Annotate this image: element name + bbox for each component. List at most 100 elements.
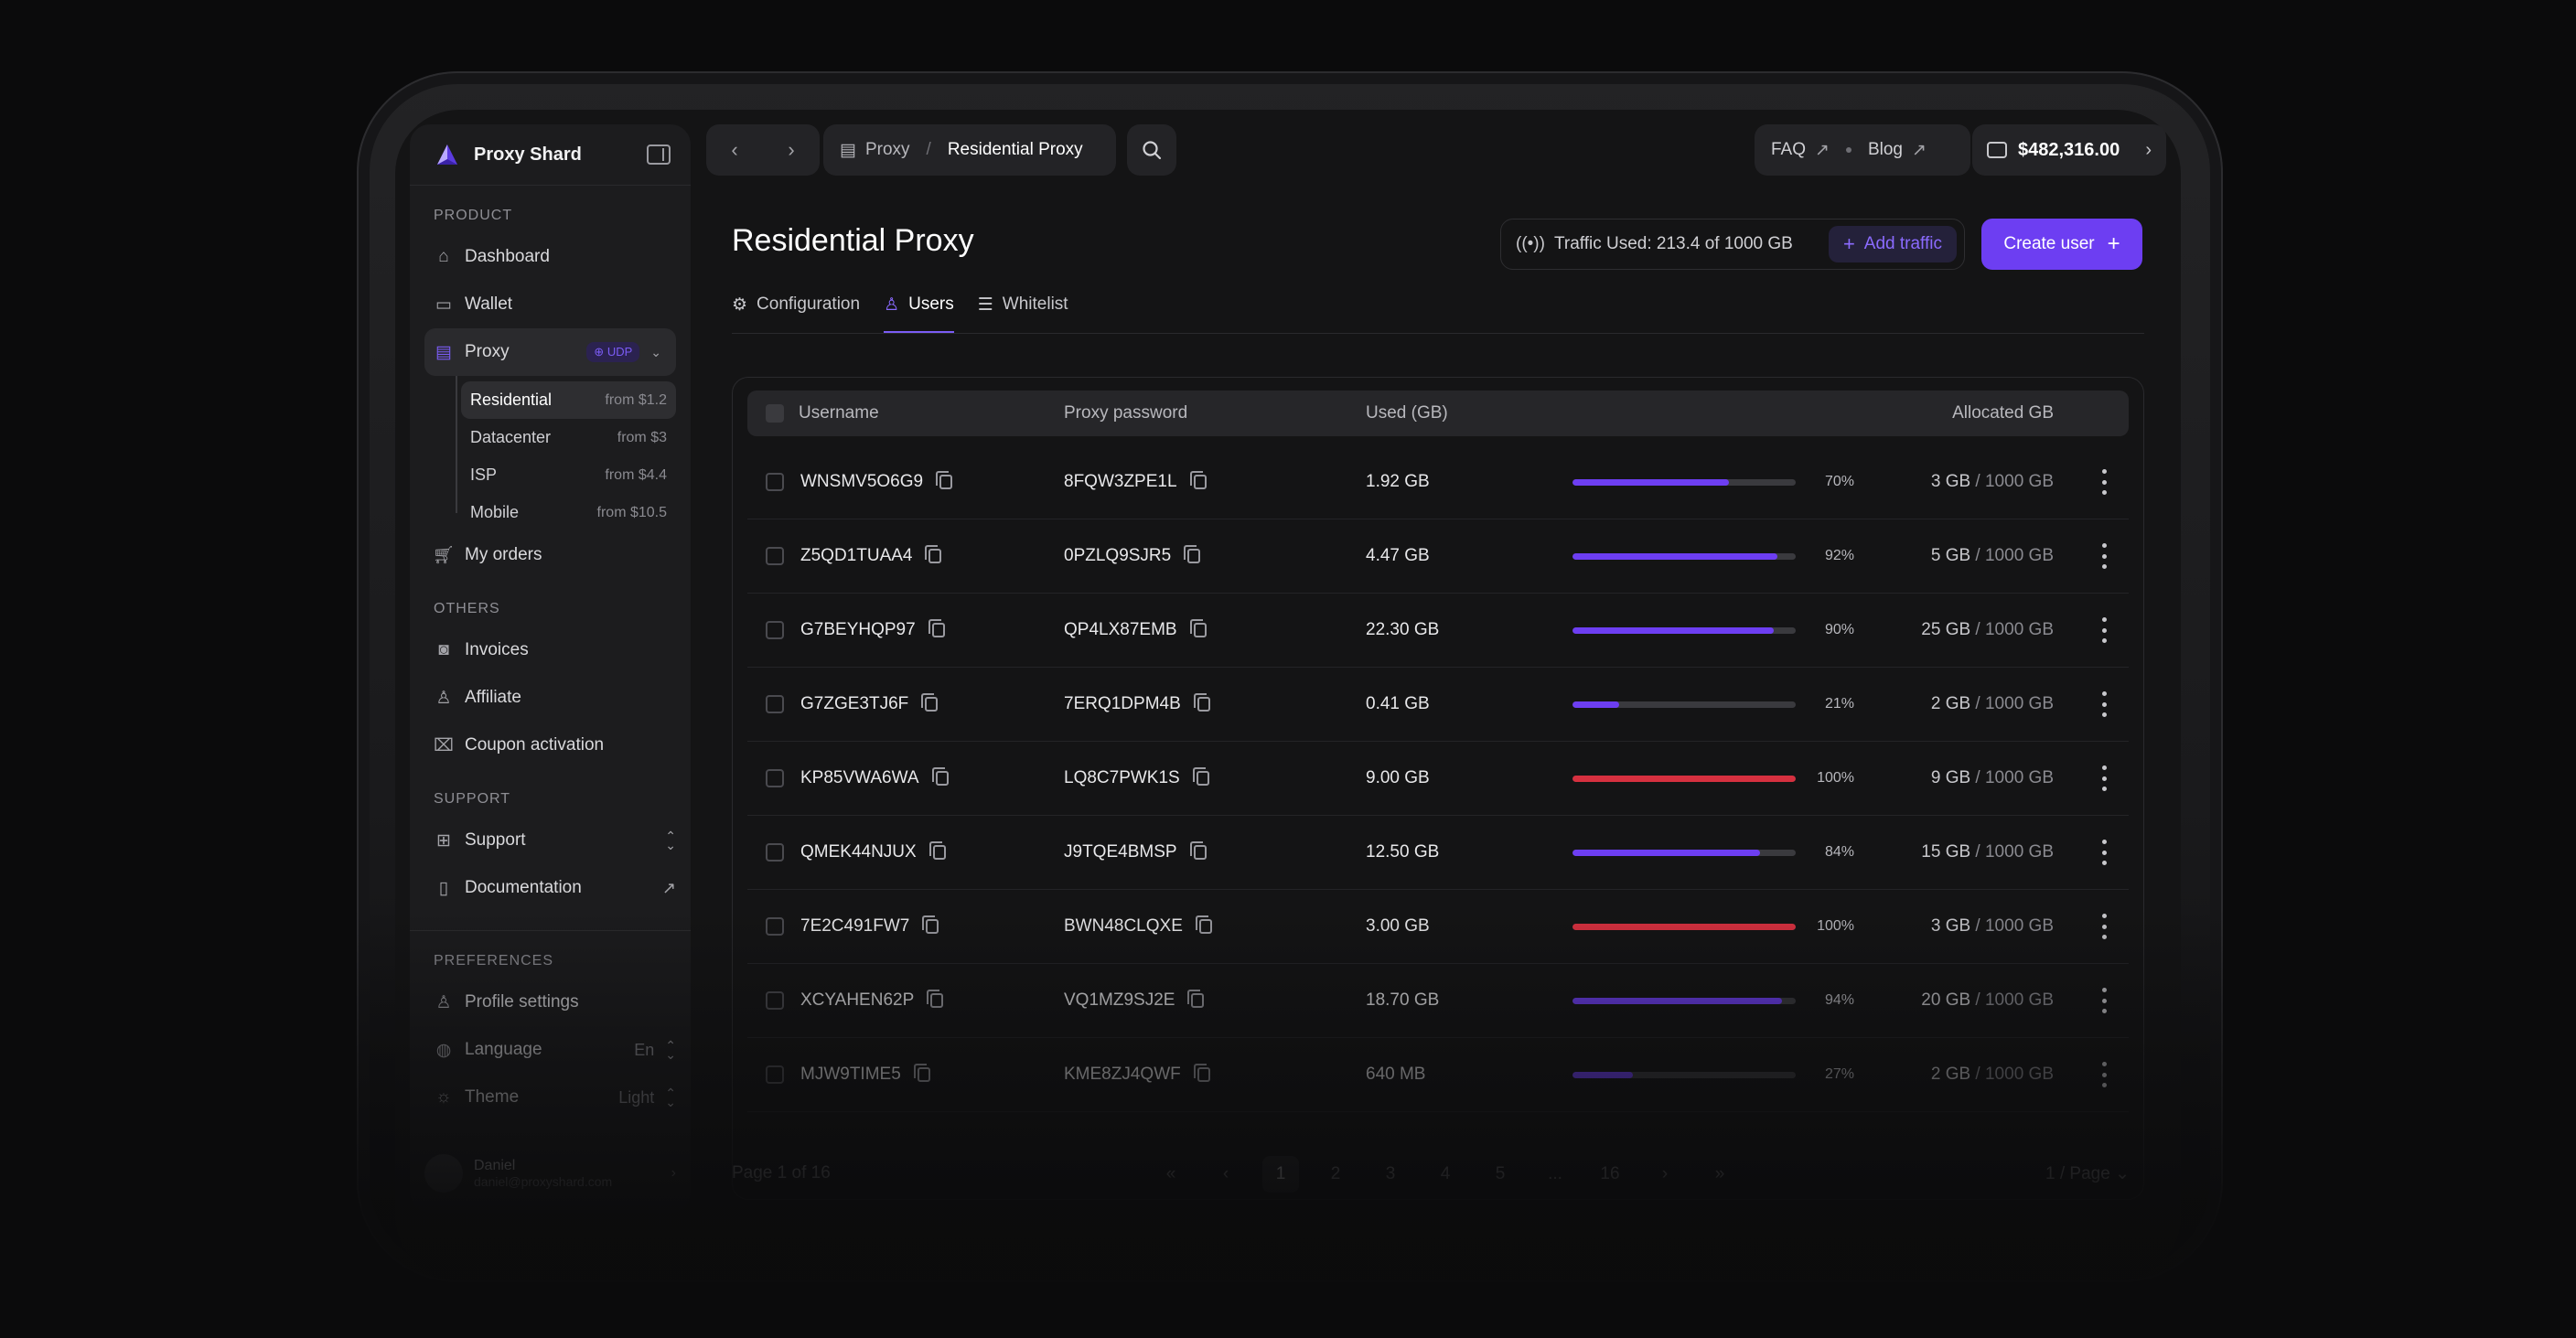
collapse-sidebar-icon[interactable]	[647, 145, 671, 165]
external-link-icon: ↗	[661, 878, 676, 897]
more-options-icon[interactable]	[2101, 840, 2107, 865]
copy-icon[interactable]	[1193, 692, 1210, 712]
more-options-icon[interactable]	[2101, 617, 2107, 643]
create-user-button[interactable]: Create user +	[1981, 219, 2142, 270]
copy-icon[interactable]	[1195, 915, 1212, 934]
copy-icon[interactable]	[928, 840, 946, 860]
username-cell: Z5QD1TUAA4	[800, 546, 913, 565]
copy-icon[interactable]	[936, 470, 953, 489]
next-page-icon[interactable]: ›	[1661, 1164, 1669, 1183]
sidebar-item-support[interactable]: ⊞ Support ⌃ ⌄	[410, 817, 691, 864]
breadcrumb-separator: /	[926, 140, 931, 159]
select-all-checkbox[interactable]	[766, 404, 784, 423]
more-options-icon[interactable]	[2101, 988, 2107, 1013]
copy-icon[interactable]	[931, 766, 949, 786]
row-checkbox[interactable]	[766, 769, 784, 787]
copy-icon[interactable]	[928, 618, 945, 637]
copy-icon[interactable]	[1184, 544, 1201, 563]
sidebar-item-proxy[interactable]: ▤ Proxy ⊕ UDP ⌄	[424, 328, 676, 376]
sidebar-item-theme[interactable]: ☼ Theme Light ⌃ ⌄	[410, 1074, 691, 1121]
copy-icon[interactable]	[1189, 618, 1207, 637]
sidebar-item-invoices[interactable]: ◙ Invoices	[410, 626, 691, 674]
breadcrumb-item-proxy[interactable]: Proxy	[864, 140, 910, 159]
sidebar-item-wallet[interactable]: ▭ Wallet	[410, 281, 691, 328]
sidebar-item-dashboard[interactable]: ⌂ Dashboard	[410, 233, 691, 281]
user-profile[interactable]: Daniel daniel@proxyshard.com ›	[424, 1147, 676, 1200]
page-4[interactable]: 4	[1440, 1164, 1451, 1183]
sidebar-item-documentation[interactable]: ▯ Documentation ↗	[410, 864, 691, 912]
used-cell: 22.30 GB	[1366, 620, 1440, 639]
usage-progress-bar	[1572, 1072, 1796, 1078]
back-icon[interactable]: ‹	[731, 138, 738, 161]
copy-icon[interactable]	[1189, 470, 1207, 489]
submenu-label: Residential	[470, 391, 553, 409]
sidebar-item-language[interactable]: ◍ Language En ⌃ ⌄	[410, 1026, 691, 1074]
page-3[interactable]: 3	[1385, 1164, 1396, 1183]
prev-page-icon[interactable]: ‹	[1222, 1164, 1229, 1183]
allocated-cell: 25 GB / 1000 GB	[1921, 620, 2054, 639]
more-options-icon[interactable]	[2101, 914, 2107, 939]
row-checkbox[interactable]	[766, 843, 784, 862]
row-checkbox[interactable]	[766, 547, 784, 565]
submenu-price: from $10.5	[596, 504, 667, 520]
forward-icon[interactable]: ›	[788, 138, 795, 161]
usage-percent: 84%	[1824, 844, 1854, 860]
more-options-icon[interactable]	[2101, 543, 2107, 569]
row-checkbox[interactable]	[766, 991, 784, 1010]
page-2[interactable]: 2	[1330, 1164, 1341, 1183]
gift-icon: ⌧	[434, 735, 454, 755]
copy-icon[interactable]	[925, 544, 942, 563]
row-checkbox[interactable]	[766, 473, 784, 491]
last-page-icon[interactable]: »	[1714, 1164, 1725, 1183]
balance-button[interactable]: $482,316.00 ›	[1972, 124, 2166, 176]
first-page-icon[interactable]: «	[1165, 1164, 1176, 1183]
brand-name: Proxy Shard	[474, 144, 582, 165]
sidebar-item-profile-settings[interactable]: ♙ Profile settings	[410, 979, 691, 1026]
sidebar-item-my-orders[interactable]: 🛒︎ My orders	[410, 531, 691, 579]
section-preferences: PREFERENCES	[434, 953, 554, 969]
copy-icon[interactable]	[922, 915, 939, 934]
per-page-select[interactable]: 1 / Page ⌄	[2045, 1164, 2130, 1183]
tab-label: Whitelist	[1002, 294, 1068, 314]
more-options-icon[interactable]	[2101, 469, 2107, 495]
chevron-down-icon[interactable]: ⌄	[650, 344, 661, 359]
more-options-icon[interactable]	[2101, 1062, 2107, 1087]
tab-users[interactable]: ♙ Users	[884, 291, 954, 334]
tab-whitelist[interactable]: ☰ Whitelist	[978, 291, 1068, 318]
sidebar-item-affiliate[interactable]: ♙ Affiliate	[410, 674, 691, 722]
page-1[interactable]: 1	[1262, 1156, 1299, 1193]
more-options-icon[interactable]	[2101, 691, 2107, 717]
copy-icon[interactable]	[927, 989, 944, 1008]
password-cell: 8FQW3ZPE1L	[1064, 472, 1177, 491]
add-traffic-button[interactable]: + Add traffic	[1828, 226, 1957, 262]
submenu-item-isp[interactable]: ISP from $4.4	[461, 456, 676, 494]
search-button[interactable]	[1127, 124, 1176, 176]
blog-link[interactable]: Blog	[1867, 140, 1903, 159]
book-icon: ▯	[438, 878, 449, 898]
submenu-item-residential[interactable]: Residential from $1.2	[461, 381, 676, 419]
submenu-item-datacenter[interactable]: Datacenter from $3	[461, 419, 676, 456]
copy-icon[interactable]	[1189, 840, 1207, 860]
sidebar-item-coupon[interactable]: ⌧ Coupon activation	[410, 722, 691, 769]
copy-icon[interactable]	[913, 1063, 930, 1082]
copy-icon[interactable]	[1193, 1063, 1210, 1082]
more-options-icon[interactable]	[2101, 765, 2107, 791]
row-checkbox[interactable]	[766, 695, 784, 713]
allocated-cell: 2 GB / 1000 GB	[1930, 694, 2054, 713]
copy-icon[interactable]	[1192, 766, 1209, 786]
tab-configuration[interactable]: ⚙ Configuration	[732, 291, 860, 318]
sidebar-item-label: My orders	[465, 545, 542, 564]
usage-percent: 100%	[1817, 918, 1854, 934]
row-checkbox[interactable]	[766, 1065, 784, 1084]
page-16[interactable]: 16	[1600, 1164, 1620, 1183]
external-link-icon: ↗	[1911, 140, 1927, 160]
table-row: XCYAHEN62P VQ1MZ9SJ2E 18.70 GB 94% 20 GB / 1…	[747, 964, 2129, 1038]
submenu-item-mobile[interactable]: Mobile from $10.5	[461, 494, 676, 531]
copy-icon[interactable]	[921, 692, 939, 712]
faq-link[interactable]: FAQ	[1771, 140, 1807, 159]
page-5[interactable]: 5	[1495, 1164, 1506, 1183]
row-checkbox[interactable]	[766, 917, 784, 936]
sidebar-item-label: Profile settings	[465, 992, 579, 1012]
copy-icon[interactable]	[1187, 989, 1205, 1008]
row-checkbox[interactable]	[766, 621, 784, 639]
